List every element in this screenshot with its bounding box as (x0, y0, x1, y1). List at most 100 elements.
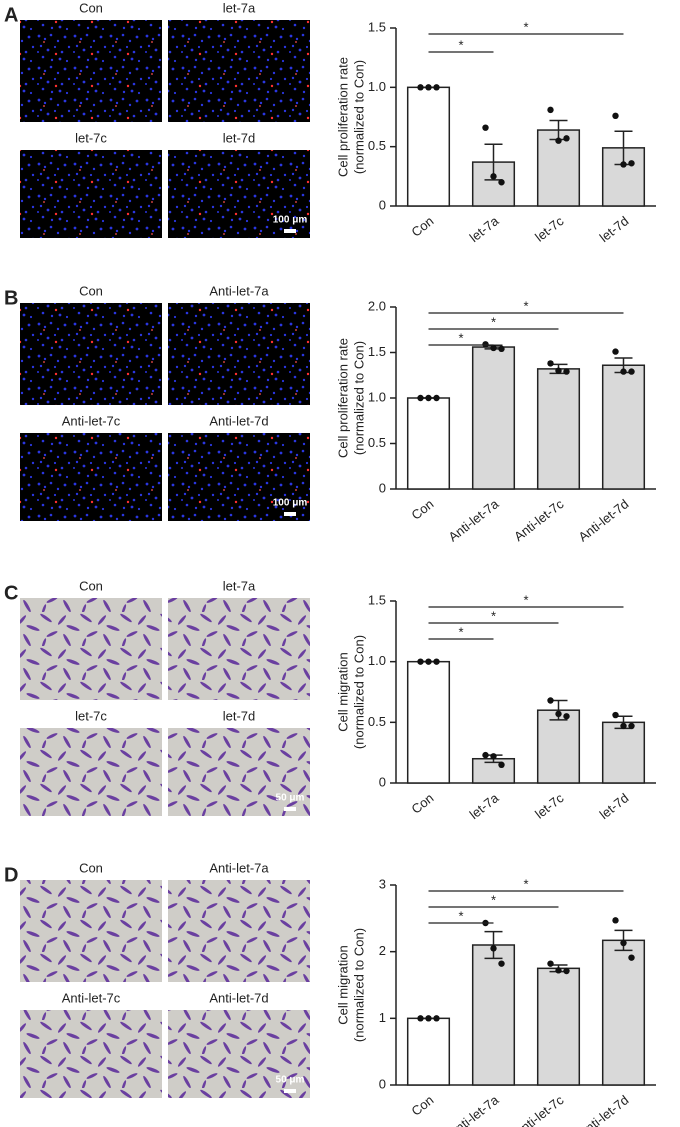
scale-bar-label: 100 μm (273, 215, 308, 226)
micrograph (168, 303, 310, 405)
bar (471, 346, 516, 490)
bar (536, 967, 581, 1086)
y-axis-label: Cell proliferation rate (335, 57, 350, 177)
micrograph (168, 598, 310, 700)
micrograph (20, 1010, 162, 1098)
significance-label: * (523, 19, 528, 34)
micrograph (20, 20, 162, 122)
data-point (620, 368, 627, 375)
data-point (433, 658, 440, 665)
y-tick-label: 0 (379, 480, 386, 495)
data-point (417, 84, 424, 91)
scale-bar (284, 1089, 296, 1093)
image-label: Anti-let-7a (209, 283, 269, 298)
y-axis-label: Cell proliferation rate (335, 338, 350, 458)
micrograph (168, 728, 310, 816)
data-point (547, 360, 554, 367)
y-tick-label: 3 (379, 876, 386, 891)
data-point (620, 161, 627, 168)
x-tick-label: Anti-let-7a (446, 496, 503, 545)
data-point (563, 135, 570, 142)
scale-bar (284, 807, 296, 811)
x-tick-label: let-7a (467, 213, 502, 245)
y-tick-label: 1.5 (368, 344, 386, 359)
data-point (425, 1015, 432, 1022)
bar (601, 147, 646, 207)
y-tick-label: 0.5 (368, 138, 386, 153)
image-label: Anti-let-7c (62, 413, 121, 428)
image-label: Con (79, 860, 103, 875)
x-tick-label: let-7c (532, 790, 567, 822)
data-point (563, 368, 570, 375)
x-tick-label: Anti-let-7c (511, 496, 567, 544)
data-point (555, 137, 562, 144)
x-tick-label: let-7d (597, 213, 632, 245)
bar (601, 721, 646, 784)
panel-letter: B (4, 287, 18, 309)
panel-letter: C (4, 582, 18, 604)
data-point (417, 1015, 424, 1022)
y-axis-label: (normalized to Con) (351, 928, 366, 1042)
data-point (628, 368, 635, 375)
scale-bar-label: 50 μm (276, 1075, 305, 1086)
bar (406, 660, 451, 784)
image-label: let-7d (223, 708, 256, 723)
data-point (417, 658, 424, 665)
y-tick-label: 1.0 (368, 79, 386, 94)
micrograph (168, 880, 310, 982)
data-point (555, 967, 562, 974)
bar (406, 397, 451, 490)
data-point (547, 106, 554, 114)
panel-letter: A (4, 4, 18, 26)
data-point (490, 173, 497, 180)
data-point (482, 124, 489, 131)
image-label: Anti-let-7d (209, 413, 268, 428)
data-point (433, 84, 440, 91)
bar (536, 368, 581, 490)
data-point (555, 710, 562, 718)
image-label: let-7c (75, 130, 107, 145)
image-label: Con (79, 578, 103, 593)
y-tick-label: 2 (379, 943, 386, 958)
data-point (490, 753, 497, 760)
scale-bar (284, 512, 296, 516)
data-point (563, 713, 570, 720)
panel-letter: D (4, 864, 18, 886)
x-tick-label: let-7a (467, 790, 502, 822)
data-point (547, 697, 554, 704)
significance-label: * (491, 314, 496, 329)
y-tick-label: 0.5 (368, 714, 386, 729)
data-point (612, 348, 619, 355)
micrograph (20, 433, 162, 521)
y-tick-label: 1.0 (368, 389, 386, 404)
image-label: Con (79, 283, 103, 298)
micrograph (20, 303, 162, 405)
micrograph (168, 150, 310, 238)
data-point (612, 711, 619, 719)
data-point (425, 658, 432, 665)
x-tick-label: Anti-let-7d (576, 496, 632, 544)
y-tick-label: 1 (379, 1010, 386, 1025)
x-tick-label: Anti-let-7a (446, 1092, 503, 1127)
x-tick-label: Con (408, 213, 436, 240)
data-point (612, 112, 619, 120)
y-tick-label: 0.5 (368, 435, 386, 450)
x-tick-label: Anti-let-7c (511, 1092, 567, 1127)
data-point (628, 160, 635, 167)
data-point (498, 179, 505, 186)
micrograph (168, 1010, 310, 1098)
data-point (612, 917, 619, 924)
data-point (482, 751, 489, 759)
micrograph (168, 20, 310, 122)
significance-label: * (523, 298, 528, 313)
bar (601, 939, 646, 1086)
significance-label: * (491, 608, 496, 623)
y-axis-label: (normalized to Con) (351, 341, 366, 455)
data-point (482, 341, 489, 348)
micrograph (168, 433, 310, 521)
micrograph (20, 598, 162, 700)
data-point (555, 367, 562, 374)
bar (406, 1017, 451, 1086)
significance-label: * (523, 876, 528, 891)
error-bar (484, 930, 503, 960)
